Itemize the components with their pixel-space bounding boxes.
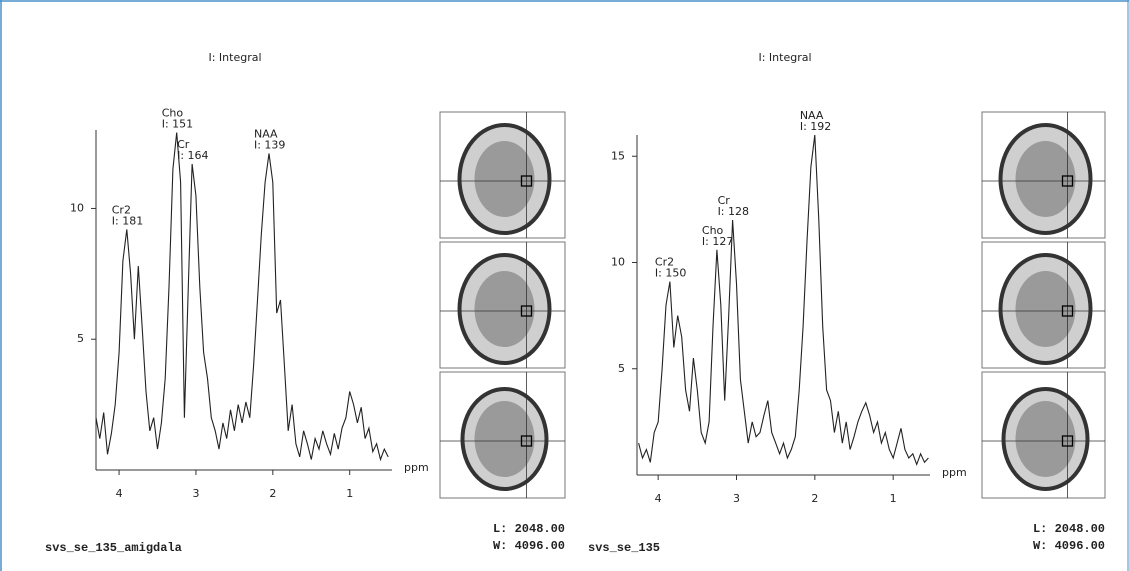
x-tick-label: 1 (890, 492, 897, 505)
x-tick-label: 4 (655, 492, 662, 505)
peak-label: I: 181 (112, 214, 143, 227)
peak-label: I: 127 (702, 235, 733, 248)
peak-label: I: 139 (254, 139, 285, 152)
y-tick-label: 10 (70, 201, 84, 214)
peak-label: Cr (177, 138, 190, 151)
voxel (520, 305, 533, 317)
peak-label: NAA (800, 109, 824, 122)
window-width: W: 4096.00 (1033, 539, 1105, 553)
y-tick-label: 15 (611, 149, 625, 162)
x-tick-label: 3 (192, 487, 199, 500)
peak-label: Cr2 (112, 203, 131, 216)
x-tick-label: 2 (269, 487, 276, 500)
peak-label: Cr2 (655, 256, 674, 269)
voxel (520, 435, 533, 447)
brain-tissue (1015, 401, 1076, 477)
voxel (520, 175, 533, 187)
window-width: W: 4096.00 (493, 539, 565, 553)
voxel (1061, 305, 1074, 317)
chart-title: I: Integral (208, 51, 261, 64)
scan-name: svs_se_135_amigdala (45, 541, 182, 555)
chart-title: I: Integral (758, 51, 811, 64)
brain-tissue (474, 401, 535, 477)
peak-label: Cho (162, 107, 184, 120)
peak-label: I: 150 (655, 267, 686, 280)
peak-label: I: 164 (177, 149, 208, 162)
spectrum-line (95, 132, 389, 462)
brain-tissue (1015, 141, 1076, 217)
window-level: L: 2048.00 (1033, 522, 1105, 536)
x-axis-label: ppm (404, 461, 429, 474)
x-tick-label: 4 (116, 487, 123, 500)
x-tick-label: 3 (733, 492, 740, 505)
spectrum-line (638, 134, 929, 466)
peak-label: NAA (254, 128, 278, 141)
voxel (1061, 175, 1074, 187)
x-tick-label: 2 (811, 492, 818, 505)
window-level: L: 2048.00 (493, 522, 565, 536)
peak-label: Cho (702, 224, 724, 237)
scan-name: svs_se_135 (588, 541, 660, 555)
peak-label: I: 128 (718, 205, 749, 218)
peak-label: I: 151 (162, 118, 193, 131)
peak-label: I: 192 (800, 120, 831, 133)
brain-tissue (1015, 271, 1076, 347)
y-tick-label: 10 (611, 256, 625, 269)
peak-label: Cr (718, 194, 731, 207)
x-tick-label: 1 (346, 487, 353, 500)
y-tick-label: 5 (618, 362, 625, 375)
brain-tissue (474, 141, 535, 217)
brain-tissue (474, 271, 535, 347)
x-axis-label: ppm (942, 466, 967, 479)
y-tick-label: 5 (77, 332, 84, 345)
voxel (1061, 435, 1074, 447)
